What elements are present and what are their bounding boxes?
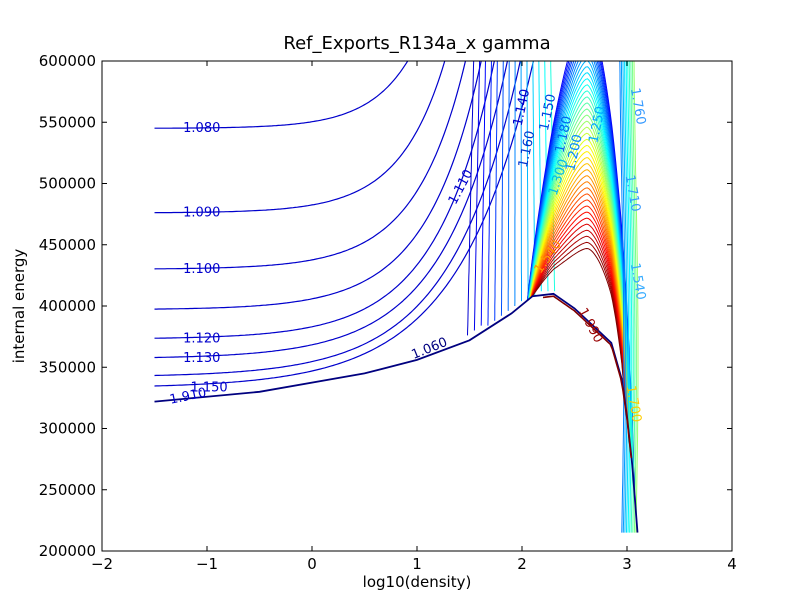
contour-line-arch [532,247,626,402]
plot-area: 1.0801.0901.1001.1201.1301.1501.1101.060… [154,61,648,533]
y-tick-label: 550000 [39,113,96,131]
y-tick-label: 200000 [39,542,96,560]
chart-title: Ref_Exports_R134a_x gamma [283,33,550,54]
contour-line-arch [530,193,628,420]
contour-line-left [154,61,509,359]
contour-line-arch [529,138,631,442]
y-tick-label: 600000 [39,52,96,70]
y-tick-label: 300000 [39,420,96,438]
contour-line-liquid [620,61,626,533]
contour-line-liquid [628,61,634,533]
contour-line-left [154,61,521,377]
contour-line-arch [530,157,630,435]
contour-line-left [154,61,495,339]
x-tick-label: 0 [307,555,317,573]
y-tick-label: 450000 [39,236,96,254]
contour-line-arch [530,199,628,417]
contour-line-left [154,61,409,129]
x-axis-label: log10(density) [363,573,472,591]
contour-line-arch [528,66,634,475]
contour-line-steep [494,61,498,321]
contour-line-arch [531,223,627,410]
contour-line-left [154,61,535,387]
contour-line-steep [487,61,492,326]
contour-line-arch [528,84,633,465]
contour-label: 1.130 [183,351,220,366]
axes: −2 −1 0 1 2 3 4 200000 250000 300000 350000 400000 4… [39,52,737,573]
contour-line-steep [467,61,475,336]
contour-line-arch [528,72,634,472]
contour-line-arch [529,126,631,447]
contour-line-arch [530,181,629,425]
contour-line-steep [500,61,504,316]
contour-line-liquid [630,61,636,533]
contour-line-liquid [619,61,625,533]
contour-line-arch [531,205,628,415]
contour-group [154,61,639,533]
contour-line-arch [531,217,627,412]
contour-label: 1.540 [627,262,648,301]
contour-line-liquid [627,61,633,533]
contour-label: 1.120 [183,332,220,347]
y-tick-label: 400000 [39,297,96,315]
contour-line-left [154,61,446,214]
contour-line-arch [530,187,629,422]
x-tick-label: −1 [196,555,218,573]
contour-line-liquid [633,61,639,533]
contour-line-steep [473,61,481,331]
contour-line-liquid [624,61,630,533]
contour-line-steep [526,61,529,297]
contour-line-arch [529,132,631,445]
contour-line-left [154,61,482,310]
contour-label: 1.150 [190,381,227,396]
contour-line-arch [530,175,629,427]
x-tick-label: 2 [517,555,527,573]
y-tick-label: 350000 [39,358,96,376]
contour-line-arch [528,96,633,460]
contour-line-liquid [622,61,628,533]
contour-line-arch [528,108,632,455]
x-tick-label: 4 [727,555,737,573]
contour-label: 1.080 [183,121,220,136]
x-tick-label: 3 [622,555,632,573]
contour-line-liquid [631,61,637,533]
saturation-dome-inner [542,295,632,458]
contour-line-arch [531,235,626,406]
contour-line-arch [529,120,632,450]
contour-line-arch [528,102,632,458]
contour-line-steep [480,61,487,326]
contour-line-arch [531,229,627,408]
contour-label: 1.090 [183,205,220,220]
contour-line-steep [520,61,522,302]
contour-line-arch [531,211,627,413]
contour-line-arch [529,144,630,440]
contour-line-arch [528,78,633,468]
contour-label: 1.760 [627,87,648,126]
contour-line-arch [530,163,630,432]
contour-line-arch [531,241,626,404]
y-tick-label: 500000 [39,175,96,193]
contour-line-left [154,61,467,270]
contour-line-arch [529,114,632,452]
contour-line-arch [529,151,630,437]
contour-label: 1.700 [623,384,644,423]
x-tick-label: −2 [91,555,113,573]
x-tick-label: 1 [412,555,422,573]
contour-line-arch [530,169,629,430]
contour-line-steep [507,61,510,311]
y-axis-label: internal energy [10,249,28,364]
y-tick-label: 250000 [39,481,96,499]
contour-label: 1.710 [622,174,643,213]
contour-line-arch [528,90,633,463]
contour-label: 1.100 [183,262,220,277]
